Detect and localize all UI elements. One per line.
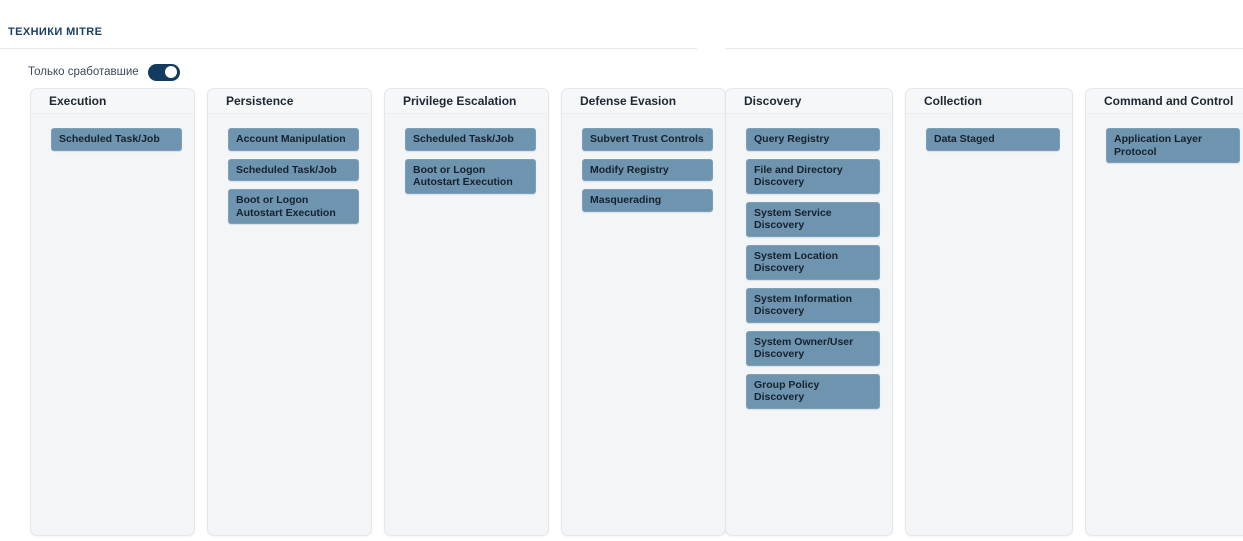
tactic-column-header: Command and Control — [1086, 89, 1243, 114]
tactic-column-body: Scheduled Task/Job — [31, 114, 194, 535]
tactic-column: Execution Scheduled Task/Job — [30, 88, 195, 536]
filter-row: Только сработавшие — [28, 62, 180, 82]
tactic-column: Privilege Escalation Scheduled Task/Job Bo… — [384, 88, 549, 536]
page-title: ТЕХНИКИ MITRE — [8, 26, 103, 38]
technique-tag[interactable]: System Location Discovery — [746, 244, 880, 280]
tactic-column-title: Persistence — [226, 94, 294, 108]
triggered-only-label: Только сработавшие — [28, 66, 139, 78]
technique-tag[interactable]: Boot or Logon Autostart Execution — [405, 158, 536, 194]
technique-tag[interactable]: Scheduled Task/Job — [51, 128, 182, 151]
tactic-column-body: Data Staged — [906, 114, 1072, 535]
technique-tag[interactable]: Subvert Trust Controls — [582, 128, 713, 151]
triggered-only-toggle[interactable] — [147, 63, 180, 81]
tactic-column-title: Command and Control — [1104, 94, 1234, 108]
tactic-column-header: Execution — [31, 89, 194, 114]
matrix-group-main: Execution Scheduled Task/Job Persistence Ac… — [30, 88, 726, 536]
technique-tag[interactable]: Boot or Logon Autostart Execution — [228, 189, 359, 224]
technique-tag[interactable]: Scheduled Task/Job — [405, 128, 536, 151]
tactic-column-header: Defense Evasion — [562, 89, 725, 114]
technique-tag[interactable]: Query Registry — [746, 128, 880, 151]
technique-tag[interactable]: System Owner/User Discovery — [746, 330, 880, 366]
technique-tag[interactable]: Account Manipulation — [228, 128, 359, 151]
tactic-column-body: Subvert Trust Controls Modify Registry Mas… — [562, 114, 725, 535]
technique-tag[interactable]: Group Policy Discovery — [746, 373, 880, 409]
tactic-column-title: Execution — [49, 94, 107, 108]
header-divider-right — [725, 48, 1243, 49]
technique-tag[interactable]: Data Staged — [926, 128, 1060, 151]
technique-tag[interactable]: Application Layer Protocol — [1106, 128, 1240, 163]
mitre-matrix-board: Execution Scheduled Task/Job Persistence Ac… — [0, 88, 1243, 536]
technique-tag[interactable]: File and Directory Discovery — [746, 158, 880, 194]
tactic-column-header: Discovery — [726, 89, 892, 114]
header-divider-left — [0, 48, 697, 49]
tactic-column: Collection Data Staged — [905, 88, 1073, 536]
tactic-column-body: Query Registry File and Directory Discove… — [726, 114, 892, 535]
technique-tag[interactable]: Masquerading — [582, 189, 713, 212]
tactic-column-header: Collection — [906, 89, 1072, 114]
tactic-column-title: Privilege Escalation — [403, 94, 517, 108]
tactic-column-header: Privilege Escalation — [385, 89, 548, 114]
technique-tag[interactable]: System Service Discovery — [746, 201, 880, 237]
tactic-column-title: Defense Evasion — [580, 94, 677, 108]
tactic-column-body: Application Layer Protocol — [1086, 114, 1243, 535]
technique-tag[interactable]: Modify Registry — [582, 158, 713, 181]
tactic-column: Persistence Account Manipulation Scheduled… — [207, 88, 372, 536]
tactic-column-title: Discovery — [744, 94, 802, 108]
tactic-column-body: Scheduled Task/Job Boot or Logon Autostar… — [385, 114, 548, 535]
technique-tag[interactable]: Scheduled Task/Job — [228, 158, 359, 181]
tactic-column-title: Collection — [924, 94, 983, 108]
toggle-knob-icon — [164, 66, 177, 78]
tactic-column-header: Persistence — [208, 89, 371, 114]
technique-tag[interactable]: System Information Discovery — [746, 287, 880, 323]
tactic-column-body: Account Manipulation Scheduled Task/Job Bo… — [208, 114, 371, 535]
tactic-column: Discovery Query Registry File and Director… — [725, 88, 893, 536]
matrix-group-right: Discovery Query Registry File and Director… — [725, 88, 1243, 536]
tactic-column: Command and Control Application Layer Pro… — [1085, 88, 1243, 536]
tactic-column: Defense Evasion Subvert Trust Controls Mod… — [561, 88, 726, 536]
